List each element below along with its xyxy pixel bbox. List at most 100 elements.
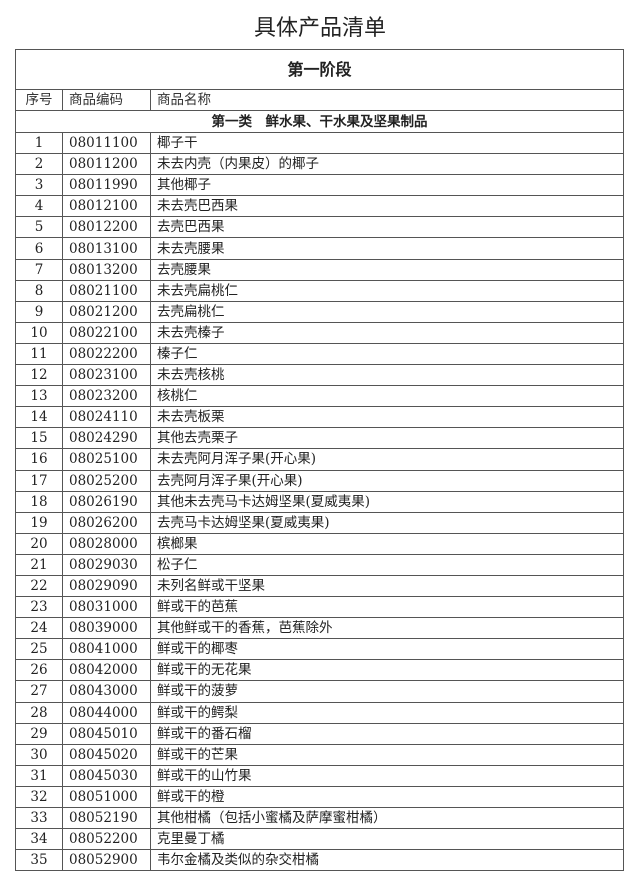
- table-row: 35 08052900 韦尔金橘及类似的杂交柑橘: [15, 849, 624, 872]
- cell-code: 08045030: [62, 764, 151, 787]
- table-row: 22 08029090 未列名鲜或干坚果: [15, 574, 624, 598]
- table-row: 14 08024110 未去壳板栗: [15, 406, 624, 429]
- table-row: 25 08041000 鲜或干的椰枣: [15, 638, 624, 661]
- cell-name: 未列名鲜或干坚果: [150, 574, 624, 598]
- cell-code: 08024290: [62, 427, 151, 450]
- cell-code: 08052900: [62, 849, 151, 872]
- cell-code: 08041000: [62, 638, 151, 661]
- cell-no: 16: [15, 448, 63, 471]
- cell-code: 08039000: [62, 617, 151, 640]
- table-row: 33 08052190 其他柑橘（包括小蜜橘及萨摩蜜柑橘）: [15, 806, 624, 830]
- cell-code: 08052200: [62, 828, 151, 851]
- cell-name: 韦尔金橘及类似的杂交柑橘: [150, 849, 624, 872]
- cell-no: 7: [15, 258, 63, 281]
- cell-no: 14: [15, 406, 63, 429]
- cell-name: 鲜或干的菠萝: [150, 680, 624, 703]
- table-row: 11 08022200 榛子仁: [15, 342, 624, 366]
- cell-code: 08021100: [62, 279, 151, 302]
- cell-no: 32: [15, 785, 63, 809]
- cell-code: 08045010: [62, 722, 151, 745]
- category-title: 第一类 鲜水果、干水果及坚果制品: [15, 110, 624, 133]
- cell-name: 鲜或干的无花果: [150, 659, 624, 682]
- cell-code: 08044000: [62, 701, 151, 724]
- cell-no: 11: [15, 342, 63, 366]
- table-row: 9 08021200 去壳扁桃仁: [15, 300, 624, 323]
- cell-no: 6: [15, 237, 63, 260]
- cell-no: 27: [15, 680, 63, 703]
- table-row: 8 08021100 未去壳扁桃仁: [15, 279, 624, 302]
- cell-code: 08028000: [62, 532, 151, 555]
- cell-name: 其他鲜或干的香蕉，芭蕉除外: [150, 617, 624, 640]
- cell-no: 3: [15, 174, 63, 197]
- cell-name: 未去壳核桃: [150, 364, 624, 387]
- cell-code: 08013200: [62, 258, 151, 281]
- cell-name: 未去壳阿月浑子果(开心果): [150, 448, 624, 471]
- table-row: 16 08025100 未去壳阿月浑子果(开心果): [15, 448, 624, 471]
- cell-code: 08023200: [62, 385, 151, 408]
- table-row: 27 08043000 鲜或干的菠萝: [15, 680, 624, 703]
- header-row: 序号 商品编码 商品名称: [15, 89, 624, 111]
- table-row: 6 08013100 未去壳腰果: [15, 237, 624, 260]
- cell-name: 榛子仁: [150, 342, 624, 366]
- cell-code: 08022200: [62, 342, 151, 366]
- cell-code: 08012100: [62, 195, 151, 218]
- cell-no: 15: [15, 427, 63, 450]
- cell-code: 08013100: [62, 237, 151, 260]
- cell-no: 23: [15, 596, 63, 619]
- cell-no: 24: [15, 617, 63, 640]
- table-row: 28 08044000 鲜或干的鳄梨: [15, 701, 624, 724]
- cell-code: 08011990: [62, 174, 151, 197]
- cell-name: 未去壳腰果: [150, 237, 624, 260]
- cell-code: 08012200: [62, 216, 151, 239]
- cell-name: 鲜或干的番石榴: [150, 722, 624, 745]
- cell-code: 08024110: [62, 406, 151, 429]
- cell-code: 08011200: [62, 153, 151, 176]
- cell-no: 35: [15, 849, 63, 872]
- header-name: 商品名称: [150, 89, 624, 111]
- cell-no: 12: [15, 364, 63, 387]
- table-row: 19 08026200 去壳马卡达姆坚果(夏威夷果): [15, 511, 624, 534]
- cell-no: 1: [15, 131, 63, 155]
- table-row: 30 08045020 鲜或干的芒果: [15, 743, 624, 766]
- cell-no: 13: [15, 385, 63, 408]
- cell-code: 08022100: [62, 321, 151, 344]
- table-row: 4 08012100 未去壳巴西果: [15, 195, 624, 218]
- cell-no: 21: [15, 553, 63, 576]
- table-row: 7 08013200 去壳腰果: [15, 258, 624, 281]
- cell-code: 08029030: [62, 553, 151, 576]
- table-row: 24 08039000 其他鲜或干的香蕉，芭蕉除外: [15, 617, 624, 640]
- cell-no: 31: [15, 764, 63, 787]
- table-row: 23 08031000 鲜或干的芭蕉: [15, 596, 624, 619]
- header-no: 序号: [15, 89, 63, 111]
- table-row: 5 08012200 去壳巴西果: [15, 216, 624, 239]
- header-code: 商品编码: [62, 89, 151, 111]
- table-row: 34 08052200 克里曼丁橘: [15, 828, 624, 851]
- cell-name: 鲜或干的椰枣: [150, 638, 624, 661]
- cell-code: 08052190: [62, 806, 151, 830]
- cell-name: 核桃仁: [150, 385, 624, 408]
- table-row: 13 08023200 核桃仁: [15, 385, 624, 408]
- cell-code: 08042000: [62, 659, 151, 682]
- cell-no: 19: [15, 511, 63, 534]
- cell-code: 08025200: [62, 469, 151, 492]
- cell-code: 08045020: [62, 743, 151, 766]
- table-row: 15 08024290 其他去壳栗子: [15, 427, 624, 450]
- table-row: 10 08022100 未去壳榛子: [15, 321, 624, 344]
- cell-no: 18: [15, 490, 63, 513]
- cell-no: 2: [15, 153, 63, 176]
- cell-code: 08029090: [62, 574, 151, 598]
- cell-name: 鲜或干的芭蕉: [150, 596, 624, 619]
- table-row: 29 08045010 鲜或干的番石榴: [15, 722, 624, 745]
- cell-code: 08023100: [62, 364, 151, 387]
- cell-no: 8: [15, 279, 63, 302]
- stage-row: 第一阶段: [15, 49, 624, 90]
- cell-name: 鲜或干的鳄梨: [150, 701, 624, 724]
- cell-name: 未去壳巴西果: [150, 195, 624, 218]
- cell-code: 08026200: [62, 511, 151, 534]
- cell-name: 鲜或干的芒果: [150, 743, 624, 766]
- cell-code: 08011100: [62, 131, 151, 155]
- cell-code: 08043000: [62, 680, 151, 703]
- cell-name: 去壳巴西果: [150, 216, 624, 239]
- cell-no: 30: [15, 743, 63, 766]
- table-row: 2 08011200 未去内壳（内果皮）的椰子: [15, 153, 624, 176]
